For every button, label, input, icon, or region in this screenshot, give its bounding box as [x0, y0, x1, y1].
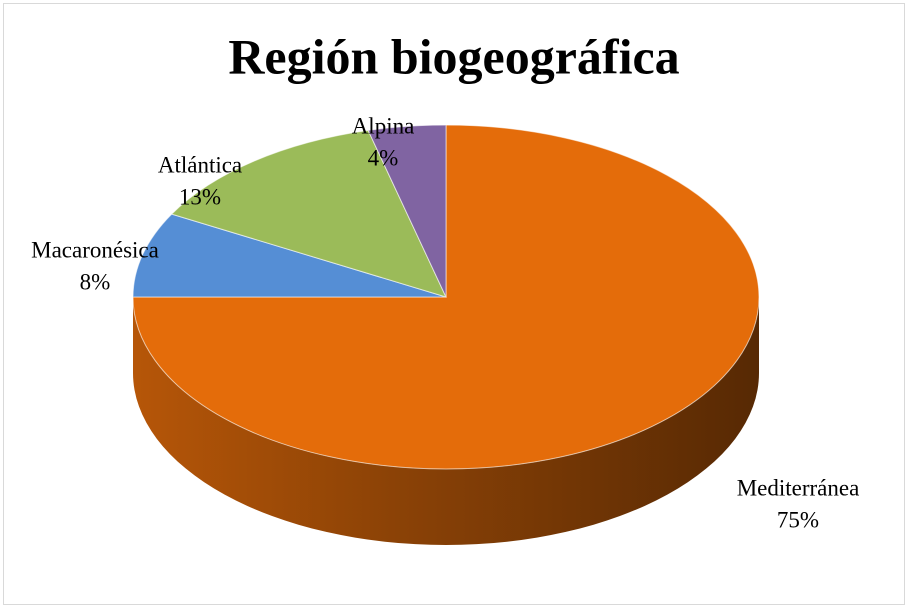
- slice: [367, 124, 447, 298]
- data-label-category: Atlántica: [158, 152, 242, 177]
- chart-title: Región biogeográfica: [228, 28, 679, 84]
- data-label-value: 4%: [368, 145, 399, 170]
- data-label-category: Macaronésica: [31, 237, 159, 262]
- slice: [132, 213, 447, 298]
- slice: [132, 124, 760, 470]
- slice: [170, 129, 447, 298]
- data-label-value: 8%: [80, 269, 111, 294]
- slice-side: [133, 297, 759, 545]
- data-label-category: Mediterránea: [737, 475, 860, 500]
- data-label-value: 75%: [777, 507, 819, 532]
- data-label-category: Alpina: [352, 113, 415, 138]
- data-label-value: 13%: [179, 184, 221, 209]
